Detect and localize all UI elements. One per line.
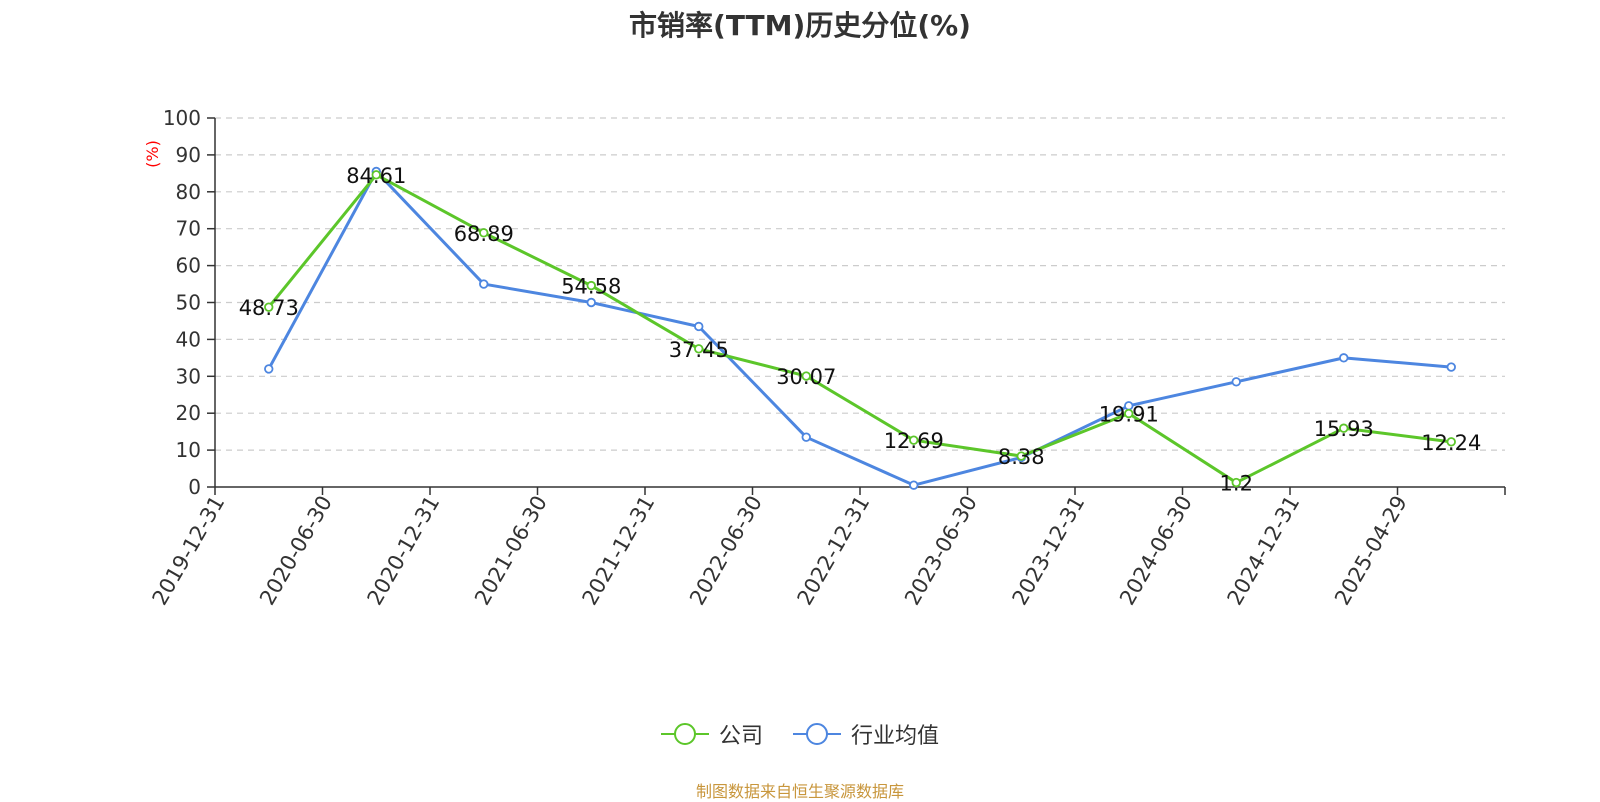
y-tick-label: 40 <box>176 327 201 351</box>
data-label: 15.93 <box>1314 417 1374 441</box>
data-label: 30.07 <box>776 365 836 389</box>
y-axis-label: (%) <box>143 140 162 168</box>
data-point-company <box>586 280 596 291</box>
x-tick-label: 2023-12-31 <box>1008 492 1090 610</box>
chart-title: 市销率(TTM)历史分位(%) <box>629 9 971 42</box>
data-point-industry <box>801 432 811 442</box>
data-label: 68.89 <box>454 222 514 246</box>
data-point-industry <box>909 480 919 490</box>
x-tick-label: 2024-12-31 <box>1223 492 1305 610</box>
data-point-company <box>264 302 274 312</box>
legend: 公司 行业均值 <box>0 718 1600 750</box>
y-tick-label: 100 <box>163 106 201 130</box>
data-point-company <box>1124 408 1134 419</box>
data-label: 19.91 <box>1099 403 1159 427</box>
grid-layer <box>215 117 1505 451</box>
data-point-company <box>1231 477 1241 488</box>
x-tick-label: 2020-06-30 <box>255 492 337 610</box>
x-tick-label: 2021-12-31 <box>578 492 660 610</box>
data-label: 37.45 <box>669 338 729 362</box>
y-tick-label: 20 <box>176 401 201 425</box>
data-point-company <box>1339 423 1349 433</box>
legend-label-company: 公司 <box>718 724 763 749</box>
data-point-industry <box>1446 362 1456 372</box>
y-tick-label: 60 <box>176 254 201 278</box>
data-label: 84.61 <box>346 164 406 188</box>
y-tick-label: 50 <box>176 291 201 315</box>
data-label: 12.69 <box>884 429 944 453</box>
x-tick-label: 2019-12-31 <box>148 492 230 610</box>
legend-item-industry[interactable]: 行业均值 <box>793 718 939 750</box>
data-label: 8.38 <box>998 445 1045 469</box>
data-point-company <box>694 344 704 354</box>
data-point-industry <box>1339 353 1349 363</box>
x-tick-label: 2023-06-30 <box>900 492 982 610</box>
x-tick-label: 2022-06-30 <box>685 492 767 610</box>
data-point-company <box>479 228 489 238</box>
y-tick-label: 90 <box>176 143 201 167</box>
series-line-industry <box>267 170 1452 487</box>
legend-item-company[interactable]: 公司 <box>660 718 763 750</box>
data-label: 54.58 <box>561 275 621 299</box>
y-tick-label: 0 <box>188 475 201 499</box>
series-line-company <box>267 173 1452 485</box>
data-label: 48.73 <box>239 296 299 320</box>
legend-company-marker-icon <box>660 723 709 745</box>
series-layer <box>264 166 1456 490</box>
data-point-company <box>801 371 811 381</box>
x-tick-label: 2022-12-31 <box>793 492 875 610</box>
data-point-industry <box>264 364 274 374</box>
x-tick-label: 2024-06-30 <box>1115 492 1197 610</box>
legend-label-industry: 行业均值 <box>851 724 940 749</box>
data-point-industry <box>586 297 596 308</box>
data-point-industry <box>694 321 704 332</box>
y-tick-label: 10 <box>176 438 201 462</box>
data-point-company <box>909 435 919 445</box>
source-note: 制图数据来自恒生聚源数据库 <box>695 782 904 801</box>
y-tick-label: 30 <box>176 364 201 388</box>
x-tick-label: 2021-06-30 <box>470 492 552 610</box>
data-point-industry <box>479 279 489 289</box>
legend-industry-marker-icon <box>793 723 841 745</box>
data-point-company <box>1016 451 1026 461</box>
data-label: 1.2 <box>1220 472 1253 496</box>
data-label-layer: 48.73 84.61 68.89 54.58 37.45 30.07 12.69 8.38 1… <box>239 164 1482 496</box>
data-point-company <box>371 170 381 180</box>
data-point-industry <box>1231 377 1241 387</box>
x-tick-label: 2025-04-29 <box>1330 492 1412 610</box>
data-point-company <box>1446 437 1456 447</box>
y-tick-label: 70 <box>176 217 201 241</box>
y-tick-label: 80 <box>176 180 201 204</box>
data-label: 12.24 <box>1421 431 1481 455</box>
x-tick-label: 2020-12-31 <box>363 492 445 610</box>
